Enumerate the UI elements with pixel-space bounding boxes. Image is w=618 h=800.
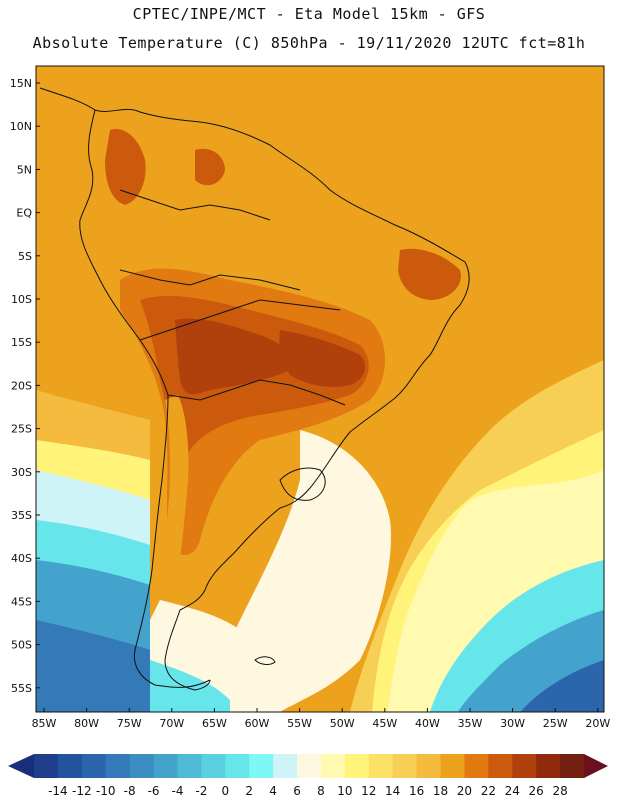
colorbar-tick-label: 2 [245,784,253,798]
lat-label-40S: 40S [11,552,32,565]
lon-label-50W: 50W [330,717,355,730]
lon-label-65W: 65W [202,717,227,730]
colorbar-swatch [320,754,346,778]
lon-label-45W: 45W [372,717,397,730]
lon-label-70W: 70W [159,717,184,730]
lat-label-35S: 35S [11,509,32,522]
colorbar-swatch [344,754,370,778]
colorbar-swatch [536,754,561,778]
lon-label-85W: 85W [32,717,57,730]
colorbar-tick-label: -10 [96,784,116,798]
lat-label-55S: 55S [11,682,32,695]
colorbar-tick-label: 14 [385,784,400,798]
colorbar-swatch [273,754,298,778]
colorbar-tick-label: -4 [171,784,183,798]
colorbar-swatch [464,754,489,778]
colorbar-swatch [560,754,585,778]
colorbar-tick-label: -2 [195,784,207,798]
colorbar-tick-label: -12 [72,784,92,798]
lat-label-15S: 15S [11,336,32,349]
lon-label-80W: 80W [74,717,99,730]
colorbar-tick-label: 8 [317,784,325,798]
colorbar-swatch [153,754,178,778]
colorbar-swatch [225,754,250,778]
lon-label-60W: 60W [245,717,270,730]
colorbar-swatch [297,754,322,778]
colorbar-swatch [392,754,418,778]
colorbar: -14 -12 -10 -8 -6 -4 -2 0 2 4 6 8 10 12 14 16 18 20 22 24 26… [8,754,608,798]
lon-label-20W: 20W [585,717,610,730]
lat-label-15N: 15N [10,77,32,90]
lat-label-30S: 30S [11,466,32,479]
lon-label-40W: 40W [415,717,440,730]
colorbar-swatch [512,754,537,778]
lat-label-50S: 50S [11,639,32,652]
colorbar-tick-label: 0 [221,784,229,798]
colorbar-swatch [201,754,226,778]
colorbar-swatch [177,754,202,778]
colorbar-swatch [416,754,442,778]
colorbar-tick-label: 22 [481,784,496,798]
colorbar-tick-label: 20 [457,784,472,798]
colorbar-tick-label: -6 [148,784,160,798]
lat-label-5N: 5N [17,163,32,176]
colorbar-tick-label: 28 [552,784,567,798]
colorbar-swatch [81,754,107,778]
lon-label-25W: 25W [543,717,568,730]
colorbar-swatch [105,754,131,778]
colorbar-swatch [368,754,394,778]
lon-label-55W: 55W [287,717,312,730]
colorbar-tick-label: 10 [337,784,352,798]
colorbar-right-cap [584,754,608,778]
colorbar-tick-label: 24 [505,784,520,798]
temperature-field [36,66,604,712]
lat-label-10S: 10S [11,293,32,306]
colorbar-tick-label: 4 [269,784,277,798]
lat-label-EQ: EQ [16,207,32,220]
title-line-2: Absolute Temperature (C) 850hPa - 19/11/… [32,34,586,52]
coastlines-and-borders [39,87,470,691]
colorbar-tick-label: -8 [124,784,136,798]
colorbar-tick-label: 18 [433,784,448,798]
title-line-1: CPTEC/INPE/MCT - Eta Model 15km - GFS [132,5,486,23]
lat-label-5S: 5S [18,250,32,263]
colorbar-swatch [34,754,59,778]
colorbar-tick-label: 26 [529,784,544,798]
latitude-labels: 15N 10N 5N EQ 5S 10S 15S 20S 25S 30S 35S 40S 45S 50S 5… [10,77,33,695]
colorbar-tick-label: -14 [48,784,68,798]
longitude-ticks [43,708,599,712]
colorbar-left-cap [8,754,34,778]
lat-label-20S: 20S [11,379,32,392]
colorbar-swatch [249,754,274,778]
colorbar-tick-label: 6 [293,784,301,798]
lon-label-75W: 75W [117,717,142,730]
lon-label-35W: 35W [458,717,483,730]
colorbar-swatch [440,754,465,778]
colorbar-swatch [488,754,513,778]
colorbar-swatch [129,754,155,778]
lat-label-25S: 25S [11,423,32,436]
colorbar-tick-label: 16 [409,784,424,798]
lat-label-10N: 10N [10,120,32,133]
longitude-labels: 85W 80W 75W 70W 65W 60W 55W 50W 45W 40W 35W 30W 25W 2… [32,717,611,730]
colorbar-tick-label: 12 [361,784,376,798]
lat-label-45S: 45S [11,595,32,608]
lon-label-30W: 30W [500,717,525,730]
colorbar-swatch [57,754,83,778]
map-frame [35,65,605,713]
latitude-ticks [36,82,40,689]
